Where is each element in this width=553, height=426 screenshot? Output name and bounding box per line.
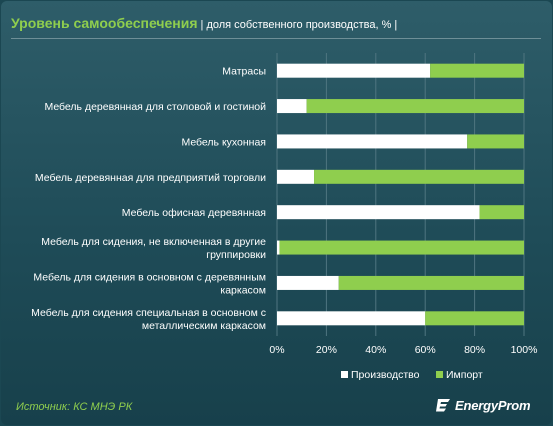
category-label: каркасом	[220, 284, 266, 296]
category-label: металлическим каркасом	[142, 320, 266, 332]
x-tick-label: 0%	[269, 344, 284, 356]
category-label: Мебель кухонная	[181, 136, 266, 148]
energyprom-logo-icon	[436, 399, 450, 412]
bar-production	[277, 275, 339, 290]
bar-production	[277, 311, 426, 326]
brand-name: EnergyProm	[455, 397, 531, 413]
bar-import	[306, 99, 524, 114]
x-tick-label: 20%	[316, 344, 337, 356]
bar-import	[338, 275, 524, 290]
chart-subtitle: | доля собственного производства, % |	[200, 19, 398, 31]
legend-label-production: Производство	[351, 369, 420, 381]
bar-import	[479, 205, 524, 220]
bar-production	[277, 63, 431, 78]
bar-import	[279, 240, 524, 255]
category-label: Мебель для сидения, не включенная в друг…	[41, 236, 266, 248]
title-divider	[11, 38, 541, 39]
x-tick-label: 60%	[415, 344, 436, 356]
category-label: группировки	[206, 249, 266, 261]
source-note: Источник: КС МНЭ РК	[16, 401, 133, 413]
bar-import	[314, 169, 524, 184]
x-tick-label: 100%	[511, 344, 538, 356]
category-label: Матрасы	[222, 66, 266, 78]
title-row: Уровень самообеспечения | доля собственно…	[11, 15, 541, 35]
bar-production	[277, 205, 480, 220]
category-label: Мебель деревянная для столовой и гостино…	[44, 101, 266, 113]
category-label: Мебель для сидения в основном с деревянн…	[33, 271, 266, 283]
legend-label-import: Импорт	[446, 369, 483, 381]
x-tick-label: 40%	[365, 344, 386, 356]
bar-production	[277, 99, 307, 114]
bar-production	[277, 240, 280, 255]
legend-swatch-production	[341, 371, 348, 378]
category-label: Мебель деревянная для предприятий торгов…	[35, 172, 266, 184]
bar-import	[467, 134, 524, 149]
category-label: Мебель для сидения специальная в основно…	[31, 307, 266, 319]
bar-import	[430, 63, 524, 78]
energyprom-logo: EnergyProm	[436, 395, 531, 415]
category-label: Мебель офисная деревянная	[122, 207, 266, 219]
bar-import	[425, 311, 524, 326]
chart-title: Уровень самообеспечения	[11, 15, 198, 31]
bar-production	[277, 134, 468, 149]
legend-swatch-import	[436, 371, 443, 378]
bar-production	[277, 169, 315, 184]
x-tick-label: 80%	[464, 344, 485, 356]
